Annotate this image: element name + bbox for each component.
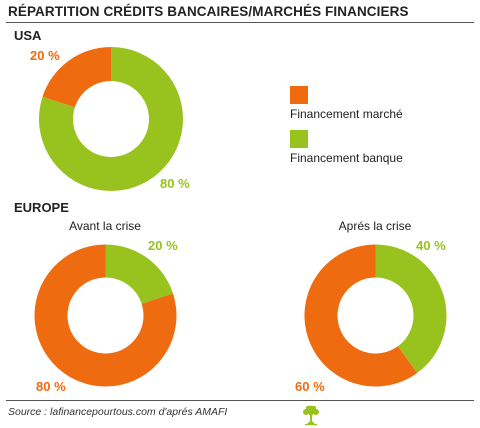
data-label-apres-banque: 40 % — [416, 238, 446, 253]
legend-swatch-marche — [290, 86, 308, 104]
data-label-apres-marche: 60 % — [295, 379, 325, 394]
caption-avant-la-crise: Avant la crise — [69, 219, 141, 233]
legend-swatch-banque — [290, 130, 308, 148]
section-label-usa: USA — [14, 28, 42, 43]
donut-slice-europe-avant-marche — [34, 244, 177, 387]
caption-apres-la-crise: Aprés la crise — [338, 219, 412, 233]
tree-logo-icon — [303, 405, 319, 426]
donut-chart-usa — [39, 47, 184, 191]
chart-title: RÉPARTITION CRÉDITS BANCAIRES/MARCHÉS FI… — [8, 4, 409, 19]
donut-slice-europe-avant-banque — [105, 244, 174, 304]
donut-slice-europe-apres-banque — [375, 244, 447, 373]
legend-label-banque: Financement banque — [290, 151, 403, 165]
source-note: Source : lafinancepourtous.com d'aprés A… — [8, 406, 228, 418]
data-label-usa-marche: 20 % — [30, 48, 60, 63]
section-label-europe: EUROPE — [14, 200, 69, 215]
donut-slice-usa-marche — [42, 47, 111, 108]
footer-rule — [6, 400, 474, 401]
donut-slice-europe-apres-marche — [304, 244, 418, 387]
data-label-avant-banque: 20 % — [148, 238, 178, 253]
legend-label-marche: Financement marché — [290, 107, 403, 121]
data-label-avant-marche: 80 % — [36, 379, 66, 394]
data-label-usa-banque: 80 % — [160, 176, 190, 191]
donut-slice-usa-banque — [39, 47, 184, 191]
donut-chart-europe-apres — [304, 244, 447, 387]
title-bar: RÉPARTITION CRÉDITS BANCAIRES/MARCHÉS FI… — [6, 4, 474, 23]
donut-chart-europe-avant — [34, 244, 177, 387]
